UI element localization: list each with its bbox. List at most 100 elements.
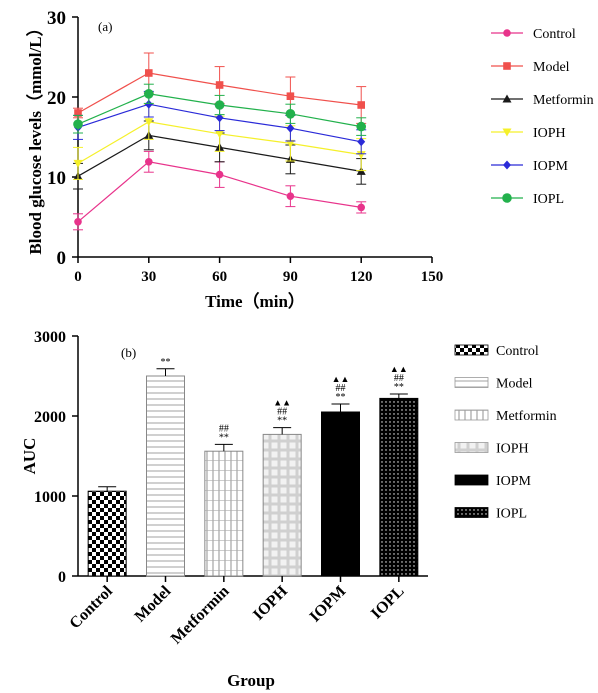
triangle-down-marker [215, 130, 225, 139]
y-axis-title: AUC [20, 438, 39, 475]
circle-marker [145, 158, 153, 166]
circle-marker [502, 193, 512, 203]
significance-mark: ## [219, 423, 229, 434]
x-tick-label: 0 [74, 269, 82, 285]
legend-swatch [454, 507, 489, 518]
bar [146, 375, 185, 577]
legend-item: Metformin [491, 93, 594, 108]
series-ioph [73, 103, 367, 180]
y-tick-label: 0 [57, 248, 67, 269]
legend-item: IOPL [454, 507, 527, 522]
x-tick-label: Control [66, 582, 116, 632]
square-marker [145, 69, 153, 77]
legend: Control Model Metformin IOPH IOPM IOPL [491, 27, 594, 207]
significance-mark: ## [394, 373, 404, 384]
circle-marker [214, 100, 225, 110]
legend-label: IOPM [533, 159, 569, 174]
legend-label: IOPL [496, 507, 527, 522]
bar [204, 450, 244, 577]
legend-item: IOPH [491, 126, 566, 141]
legend-item: IOPL [491, 192, 564, 207]
y-tick-label: 10 [47, 168, 66, 189]
legend: Control Model Metformin IOPH IOPM IOPL [454, 344, 557, 522]
x-tick-label: Metformin [168, 583, 233, 648]
legend-item: Model [454, 377, 533, 392]
x-tick-label: IOPM [307, 583, 350, 626]
legend-swatch [454, 344, 489, 356]
x-axis-title: Group [227, 671, 275, 690]
series-control [73, 150, 367, 231]
circle-marker [503, 29, 511, 37]
significance-mark: ** [394, 382, 404, 393]
legend-item: IOPH [454, 442, 529, 457]
y-tick-label: 0 [58, 569, 66, 586]
diamond-marker [144, 99, 153, 109]
y-tick-label: 3000 [34, 329, 66, 346]
x-tick-label: IOPL [368, 583, 408, 623]
x-tick-label: 120 [350, 269, 373, 285]
bar-metformin: ##** [204, 423, 244, 577]
circle-marker [74, 218, 82, 226]
bar-iopl: ▲▲##** [379, 364, 419, 577]
square-marker [215, 81, 224, 89]
legend-swatch [454, 442, 489, 453]
bars-group: **##**▲▲##**▲▲##**▲▲##** [87, 357, 419, 577]
legend-item: Metformin [454, 409, 557, 424]
circle-marker [356, 121, 367, 132]
legend-label: Control [496, 344, 539, 359]
circle-marker [286, 192, 295, 200]
x-tick-label: IOPH [250, 582, 291, 623]
legend-label: IOPL [533, 192, 564, 207]
legend-label: Metformin [496, 409, 557, 424]
significance-mark: ** [336, 392, 346, 403]
y-tick-label: 2000 [34, 409, 66, 426]
y-tick-label: 1000 [34, 489, 66, 506]
bar [321, 411, 360, 577]
bar-iopm: ▲▲##** [321, 374, 360, 577]
legend-label: Model [496, 377, 533, 392]
legend-label: Control [533, 27, 576, 42]
panel-label-a: (a) [98, 19, 112, 34]
circle-marker [285, 109, 296, 119]
x-tick-label: Model [132, 582, 175, 625]
legend-swatch [454, 474, 489, 486]
legend-label: Model [533, 60, 570, 75]
y-tick-label: 20 [47, 88, 66, 109]
line-chart-panel: (a) 0 10 20 30 0 30 60 90 120 150 Blood glucose … [25, 8, 594, 311]
significance-mark: ▲▲ [273, 398, 291, 408]
legend-item: Control [491, 27, 576, 42]
x-axis-title: Time（min） [205, 291, 305, 311]
legend-label: IOPH [533, 126, 566, 141]
legend-label: IOPH [496, 442, 529, 457]
y-ticks: 0 1000 2000 3000 [34, 329, 78, 586]
triangle-down-marker [502, 128, 512, 137]
x-tick-label: 60 [212, 269, 227, 285]
diamond-marker [286, 123, 295, 133]
legend-swatch [454, 409, 489, 421]
x-tick-label: 90 [283, 269, 298, 285]
x-tick-label: 150 [421, 269, 444, 285]
bar-ioph: ▲▲##** [262, 398, 302, 577]
triangle-down-marker [144, 118, 154, 127]
significance-mark: ▲▲ [332, 374, 350, 384]
diamond-marker [503, 160, 511, 170]
legend-item: Control [454, 344, 539, 359]
significance-mark: ## [336, 383, 346, 394]
bar-model: ** [146, 357, 185, 577]
significance-mark: ▲▲ [390, 364, 408, 374]
square-marker [503, 62, 511, 70]
bar [87, 490, 127, 577]
square-marker [357, 101, 365, 109]
legend-item: IOPM [491, 159, 569, 174]
square-marker [286, 92, 295, 100]
legend-label: IOPM [496, 474, 532, 489]
circle-marker [357, 203, 366, 212]
triangle-down-marker [356, 151, 366, 160]
legend-label: Metformin [533, 93, 594, 108]
significance-mark: ** [277, 416, 287, 427]
legend-item: Model [491, 60, 570, 75]
square-marker [74, 109, 82, 117]
legend-swatch [454, 377, 489, 388]
